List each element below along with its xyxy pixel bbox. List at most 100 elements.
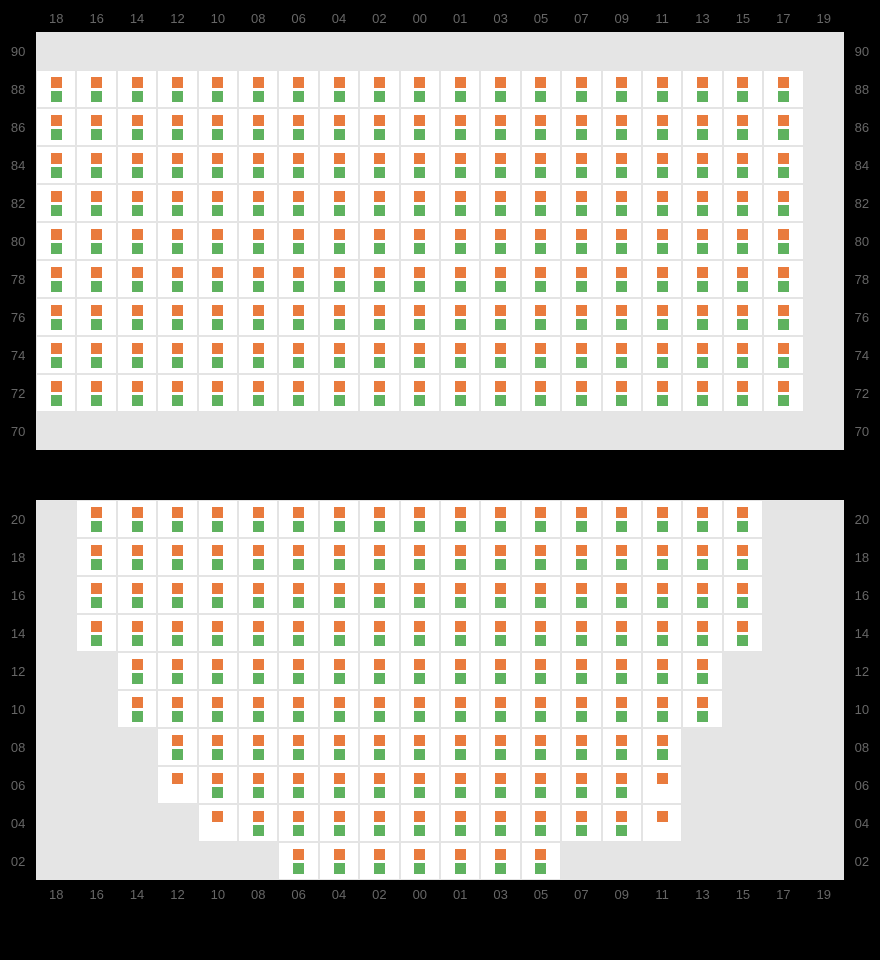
seat-cell[interactable] (319, 766, 359, 804)
seat-cell[interactable] (440, 374, 480, 412)
seat-cell[interactable] (521, 690, 561, 728)
seat-cell[interactable] (682, 298, 722, 336)
seat-cell[interactable] (440, 538, 480, 576)
seat-cell[interactable] (238, 298, 278, 336)
seat-cell[interactable] (319, 690, 359, 728)
seat-cell[interactable] (198, 336, 238, 374)
seat-cell[interactable] (642, 652, 682, 690)
seat-cell[interactable] (359, 146, 399, 184)
seat-cell[interactable] (440, 184, 480, 222)
seat-cell[interactable] (36, 298, 76, 336)
seat-cell[interactable] (238, 614, 278, 652)
seat-cell[interactable] (278, 842, 318, 880)
seat-cell[interactable] (278, 614, 318, 652)
seat-cell[interactable] (319, 576, 359, 614)
seat-cell[interactable] (359, 298, 399, 336)
seat-cell[interactable] (319, 728, 359, 766)
seat-cell[interactable] (682, 146, 722, 184)
seat-cell[interactable] (642, 766, 682, 804)
seat-cell[interactable] (198, 298, 238, 336)
seat-cell[interactable] (400, 222, 440, 260)
seat-cell[interactable] (561, 538, 601, 576)
seat-cell[interactable] (117, 184, 157, 222)
seat-cell[interactable] (76, 70, 116, 108)
seat-cell[interactable] (400, 652, 440, 690)
seat-cell[interactable] (521, 576, 561, 614)
seat-cell[interactable] (238, 70, 278, 108)
seat-cell[interactable] (480, 70, 520, 108)
seat-cell[interactable] (359, 70, 399, 108)
seat-cell[interactable] (602, 108, 642, 146)
seat-cell[interactable] (278, 804, 318, 842)
seat-cell[interactable] (157, 260, 197, 298)
seat-cell[interactable] (319, 652, 359, 690)
seat-cell[interactable] (117, 260, 157, 298)
seat-cell[interactable] (642, 336, 682, 374)
seat-cell[interactable] (400, 70, 440, 108)
seat-cell[interactable] (278, 336, 318, 374)
seat-cell[interactable] (521, 70, 561, 108)
seat-cell[interactable] (602, 374, 642, 412)
seat-cell[interactable] (561, 652, 601, 690)
seat-cell[interactable] (521, 652, 561, 690)
seat-cell[interactable] (440, 108, 480, 146)
seat-cell[interactable] (198, 70, 238, 108)
seat-cell[interactable] (157, 576, 197, 614)
seat-cell[interactable] (157, 336, 197, 374)
seat-cell[interactable] (561, 766, 601, 804)
seat-cell[interactable] (400, 576, 440, 614)
seat-cell[interactable] (76, 298, 116, 336)
seat-cell[interactable] (157, 108, 197, 146)
seat-cell[interactable] (198, 538, 238, 576)
seat-cell[interactable] (521, 184, 561, 222)
seat-cell[interactable] (480, 336, 520, 374)
seat-cell[interactable] (238, 184, 278, 222)
seat-cell[interactable] (521, 766, 561, 804)
seat-cell[interactable] (723, 260, 763, 298)
seat-cell[interactable] (642, 500, 682, 538)
seat-cell[interactable] (602, 260, 642, 298)
seat-cell[interactable] (480, 576, 520, 614)
seat-cell[interactable] (763, 108, 803, 146)
seat-cell[interactable] (278, 690, 318, 728)
seat-cell[interactable] (561, 336, 601, 374)
seat-cell[interactable] (440, 146, 480, 184)
seat-cell[interactable] (723, 614, 763, 652)
seat-cell[interactable] (117, 500, 157, 538)
seat-cell[interactable] (561, 146, 601, 184)
seat-cell[interactable] (480, 184, 520, 222)
seat-cell[interactable] (723, 336, 763, 374)
seat-cell[interactable] (319, 146, 359, 184)
seat-cell[interactable] (117, 652, 157, 690)
seat-cell[interactable] (480, 538, 520, 576)
seat-cell[interactable] (157, 614, 197, 652)
seat-cell[interactable] (278, 576, 318, 614)
seat-cell[interactable] (198, 374, 238, 412)
seat-cell[interactable] (117, 298, 157, 336)
seat-cell[interactable] (117, 146, 157, 184)
seat-cell[interactable] (238, 108, 278, 146)
seat-cell[interactable] (723, 374, 763, 412)
seat-cell[interactable] (763, 374, 803, 412)
seat-cell[interactable] (36, 260, 76, 298)
seat-cell[interactable] (157, 70, 197, 108)
seat-cell[interactable] (359, 804, 399, 842)
seat-cell[interactable] (440, 652, 480, 690)
seat-cell[interactable] (440, 500, 480, 538)
seat-cell[interactable] (723, 146, 763, 184)
seat-cell[interactable] (117, 614, 157, 652)
seat-cell[interactable] (642, 614, 682, 652)
seat-cell[interactable] (198, 260, 238, 298)
seat-cell[interactable] (480, 652, 520, 690)
seat-cell[interactable] (238, 766, 278, 804)
seat-cell[interactable] (76, 260, 116, 298)
seat-cell[interactable] (602, 538, 642, 576)
seat-cell[interactable] (642, 374, 682, 412)
seat-cell[interactable] (682, 184, 722, 222)
seat-cell[interactable] (440, 690, 480, 728)
seat-cell[interactable] (198, 804, 238, 842)
seat-cell[interactable] (480, 500, 520, 538)
seat-cell[interactable] (400, 298, 440, 336)
seat-cell[interactable] (278, 222, 318, 260)
seat-cell[interactable] (359, 538, 399, 576)
